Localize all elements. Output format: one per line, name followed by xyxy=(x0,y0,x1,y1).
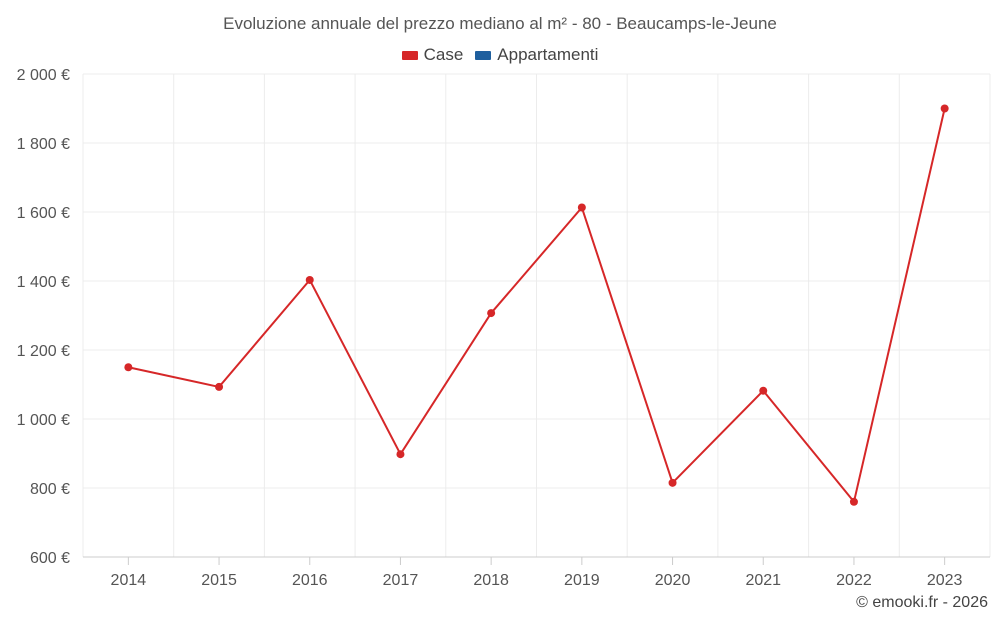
data-point xyxy=(396,450,405,459)
x-tick-label: 2015 xyxy=(201,572,237,589)
y-tick-label: 600 € xyxy=(30,550,70,567)
x-tick-label: 2022 xyxy=(836,572,872,589)
y-tick-label: 1 000 € xyxy=(17,412,70,429)
x-tick-label: 2016 xyxy=(292,572,328,589)
legend-label-appartamenti: Appartamenti xyxy=(497,45,599,64)
x-tick-label: 2017 xyxy=(383,572,419,589)
y-tick-label: 800 € xyxy=(30,481,70,498)
data-point xyxy=(305,275,314,284)
y-tick-label: 1 800 € xyxy=(17,136,70,153)
data-point xyxy=(124,363,133,372)
data-point xyxy=(487,309,496,318)
legend-item-appartamenti[interactable]: Appartamenti xyxy=(475,45,598,65)
credits: © emooki.fr - 2026 xyxy=(856,594,988,611)
x-tick-label: 2020 xyxy=(655,572,691,589)
legend-swatch-appartamenti xyxy=(475,50,492,60)
data-point xyxy=(668,478,677,487)
y-tick-label: 1 200 € xyxy=(17,343,70,360)
x-tick-label: 2023 xyxy=(927,572,963,589)
series-line-case xyxy=(128,108,946,503)
data-point xyxy=(215,382,224,391)
chart-title: Evoluzione annuale del prezzo mediano al… xyxy=(223,14,777,33)
x-tick-label: 2019 xyxy=(564,572,600,589)
data-point xyxy=(759,386,768,395)
legend: Case Appartamenti xyxy=(0,45,1000,65)
legend-swatch-case xyxy=(401,50,418,60)
data-point xyxy=(940,104,949,113)
data-point xyxy=(577,203,586,212)
legend-label-case: Case xyxy=(423,45,464,64)
data-point xyxy=(849,497,858,506)
x-tick-label: 2018 xyxy=(473,572,509,589)
y-tick-label: 1 600 € xyxy=(17,205,70,222)
legend-item-case[interactable]: Case xyxy=(401,45,464,65)
x-tick-label: 2021 xyxy=(745,572,781,589)
y-tick-label: 2 000 € xyxy=(17,67,70,84)
y-tick-label: 1 400 € xyxy=(17,274,70,291)
x-tick-label: 2014 xyxy=(111,572,147,589)
